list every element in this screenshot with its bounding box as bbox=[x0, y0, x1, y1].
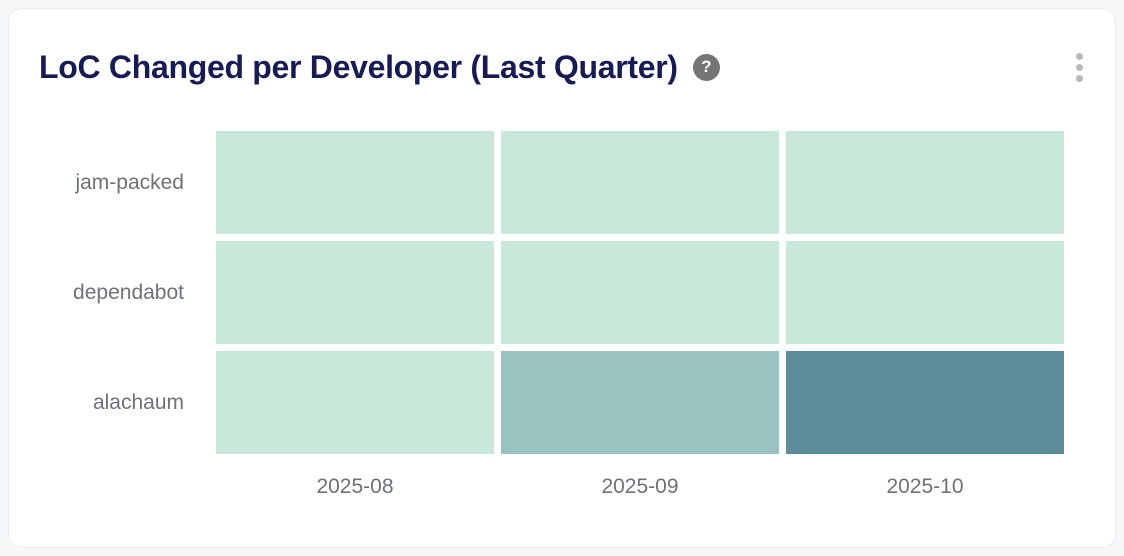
heatmap-chart: jam-packed dependabot alachaum 2025-08 2025… bbox=[9, 9, 1115, 547]
x-axis-label: 2025-08 bbox=[316, 475, 394, 498]
help-icon[interactable]: ? bbox=[692, 53, 720, 81]
kebab-menu-icon bbox=[1075, 74, 1083, 82]
heatmap-cell-jam-packed-2025-10[interactable] bbox=[786, 131, 1064, 234]
heatmap-cell-alachaum-2025-10[interactable] bbox=[786, 351, 1064, 454]
heatmap-grid bbox=[216, 131, 1064, 454]
chart-card: LoC Changed per Developer (Last Quarter)… bbox=[8, 8, 1116, 548]
y-axis-label: dependabot bbox=[73, 280, 184, 304]
x-axis-label: 2025-09 bbox=[601, 475, 679, 498]
heatmap-cell-dependabot-2025-09[interactable] bbox=[501, 241, 779, 344]
heatmap-cell-dependabot-2025-08[interactable] bbox=[216, 241, 494, 344]
kebab-menu-icon bbox=[1075, 52, 1083, 60]
kebab-menu-icon bbox=[1075, 63, 1083, 71]
x-axis-label: 2025-10 bbox=[886, 475, 964, 498]
heatmap-cell-alachaum-2025-09[interactable] bbox=[501, 351, 779, 454]
heatmap-cell-jam-packed-2025-09[interactable] bbox=[501, 131, 779, 234]
y-axis-labels: jam-packed dependabot alachaum bbox=[9, 131, 184, 454]
card-header: LoC Changed per Developer (Last Quarter)… bbox=[39, 45, 1085, 89]
card-menu-button[interactable] bbox=[1069, 49, 1089, 85]
chart-title: LoC Changed per Developer (Last Quarter) bbox=[39, 48, 678, 85]
heatmap-cell-alachaum-2025-08[interactable] bbox=[216, 351, 494, 454]
heatmap-cell-dependabot-2025-10[interactable] bbox=[786, 241, 1064, 344]
y-axis-label: jam-packed bbox=[75, 170, 184, 194]
y-axis-label: alachaum bbox=[92, 390, 184, 414]
x-axis-labels: 2025-08 2025-09 2025-10 bbox=[216, 471, 1064, 503]
heatmap-cell-jam-packed-2025-08[interactable] bbox=[216, 131, 494, 234]
